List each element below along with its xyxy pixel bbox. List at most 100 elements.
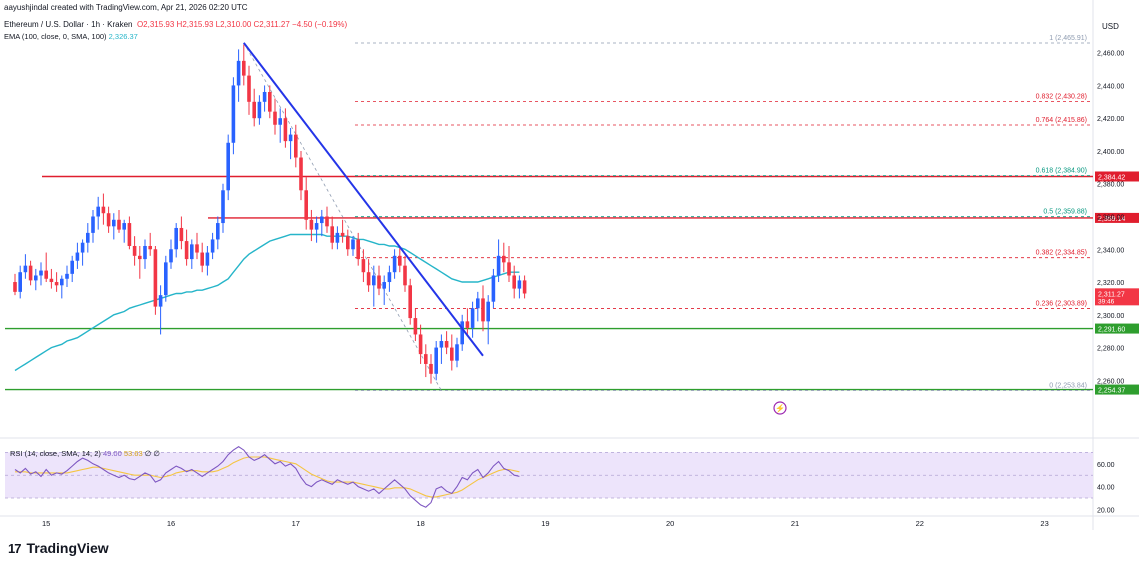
candle-body — [39, 270, 43, 276]
ema-value: 2,326.37 — [108, 32, 138, 41]
attribution: aayushjindal created with TradingView.co… — [4, 3, 248, 12]
rsi-label: RSI (14, close, SMA, 14, 2) — [10, 449, 101, 458]
candle-body — [49, 278, 54, 283]
fib-label: 0.764 (2,415.86) — [1036, 117, 1087, 124]
level-tag — [1095, 384, 1139, 395]
candle-body — [268, 91, 272, 112]
candle-body — [242, 60, 246, 76]
ema-label: EMA (100, close, 0, SMA, 100) — [4, 32, 107, 41]
candle-body — [200, 252, 204, 266]
price-tick-label: 2,420.00 — [1097, 116, 1124, 123]
rsi-line — [14, 446, 520, 508]
candle-body — [190, 244, 194, 260]
fib-label: 0.5 (2,359.88) — [1043, 209, 1087, 216]
level-tag — [1095, 212, 1139, 223]
candle-body — [387, 272, 392, 283]
candle-body — [34, 275, 38, 281]
candle-body — [491, 275, 496, 302]
level-tag — [1095, 171, 1139, 182]
candle-body — [413, 318, 418, 335]
candle-body — [153, 249, 158, 307]
candle-body — [351, 239, 355, 250]
rsi-tick-label: 60.00 — [1097, 462, 1115, 469]
candle-body — [372, 275, 376, 286]
candle-body — [117, 219, 121, 230]
candle-body — [460, 321, 464, 345]
candle-body — [434, 347, 438, 374]
time-tick-label: 15 — [42, 519, 50, 528]
candle-body — [23, 265, 28, 273]
candle-body — [91, 216, 95, 233]
symbol-title: Ethereum / U.S. Dollar · 1h · Kraken — [4, 20, 133, 29]
candle-body — [86, 232, 90, 243]
candle-body — [80, 242, 85, 253]
candle-body — [184, 241, 189, 260]
candle-body — [517, 280, 522, 289]
candle-body — [418, 334, 423, 355]
candle-body — [195, 244, 199, 253]
countdown-label: 39:46 — [1098, 298, 1115, 305]
candle-body — [216, 223, 220, 240]
price-tick-label: 2,260.00 — [1097, 378, 1124, 385]
level-label: 2,254.37 — [1098, 388, 1125, 395]
candle-body — [309, 219, 314, 230]
price-tick-label: 2,320.00 — [1097, 280, 1124, 287]
time-tick-label: 22 — [916, 519, 924, 528]
candle-body — [294, 134, 298, 158]
time-tick-label: 16 — [167, 519, 175, 528]
candle-body — [164, 262, 168, 296]
candle-body — [320, 216, 324, 224]
currency-label: USD — [1102, 22, 1119, 31]
candle-body — [54, 282, 59, 286]
candle-body — [132, 245, 137, 256]
event-marker-icon — [773, 401, 787, 415]
event-marker-glyph: ⚡ — [775, 403, 785, 413]
price-tick-label: 2,460.00 — [1097, 51, 1124, 58]
fib-label: 0.618 (2,384.90) — [1036, 168, 1087, 175]
candle-body — [346, 236, 350, 250]
candle-body — [143, 245, 147, 260]
rsi-tick-label: 40.00 — [1097, 485, 1115, 492]
candle-body — [226, 142, 230, 191]
trendline — [243, 42, 484, 357]
candle-body — [273, 111, 277, 125]
candle-body — [127, 223, 132, 246]
candle-body — [96, 206, 100, 217]
candle-body — [356, 239, 360, 260]
rsi-pane: 60.00 40.00 20.00 — [5, 446, 1115, 514]
candle-body — [522, 280, 527, 294]
candle-body — [231, 85, 236, 143]
candle-body — [470, 308, 475, 328]
candle-body — [18, 272, 22, 292]
price-tick-label: 2,380.00 — [1097, 182, 1124, 189]
candle-body — [122, 223, 126, 230]
candle-body — [340, 232, 345, 237]
candle-body — [330, 226, 334, 243]
candle-body — [403, 265, 407, 286]
candle-body — [299, 157, 303, 191]
candle-body — [439, 341, 444, 348]
ema-line-group — [14, 233, 520, 372]
candle-body — [28, 265, 33, 281]
candle-body — [424, 354, 428, 364]
symbol-header: Ethereum / U.S. Dollar · 1h · Kraken O2,… — [4, 20, 347, 29]
candle-body — [210, 239, 215, 253]
candle-body — [205, 252, 210, 266]
candle-body — [169, 249, 173, 263]
candle-body — [262, 91, 267, 102]
fib-diagonal — [243, 42, 442, 391]
ema-line — [14, 233, 520, 372]
price-tick-label: 2,400.00 — [1097, 149, 1124, 156]
candle-body — [465, 321, 470, 328]
time-tick-label: 21 — [791, 519, 799, 528]
fib-label: 1 (2,465.91) — [1049, 35, 1087, 42]
candle-body — [174, 227, 178, 250]
candle-body — [361, 259, 366, 273]
candle-body — [257, 101, 262, 119]
candle-body — [486, 301, 490, 322]
rsi-ma-value: 53.63 — [123, 449, 143, 458]
candle-body — [455, 344, 459, 361]
brand-name: TradingView — [26, 540, 109, 556]
tradingview-brand[interactable]: 17 TradingView — [8, 540, 109, 556]
